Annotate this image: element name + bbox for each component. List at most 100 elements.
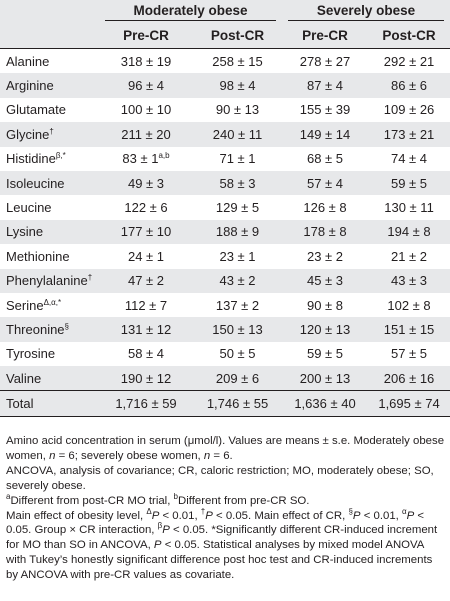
cell-mo-pre-cr: 177 ± 10 [99, 219, 193, 245]
cell-so-pre-cr: 120 ± 13 [282, 317, 369, 342]
amino-acid-name: Glutamate [6, 102, 66, 118]
column-header-row: Pre-CR Post-CR Pre-CR Post-CR [0, 23, 450, 49]
amino-acid-name: SerineΔ,α,* [6, 297, 62, 313]
amino-acid-name: Methionine [6, 248, 70, 264]
cell-mo-pre-cr: 47 ± 2 [99, 268, 193, 293]
group-header-moderately-obese: Moderately obese [99, 0, 283, 23]
cell-so-post-cr: 194 ± 8 [368, 219, 450, 245]
cell-so-post-cr: 102 ± 8 [387, 297, 431, 313]
cell-so-post-cr: 86 ± 6 [368, 73, 450, 98]
cell-mo-pre-cr: 211 ± 20 [99, 122, 193, 147]
cell-mo-pre-cr: 58 ± 4 [127, 346, 165, 362]
cell-mo-pre-cr: 318 ± 19 [120, 53, 172, 69]
cell-so-pre-cr: 178 ± 8 [282, 219, 369, 245]
table-row: SerineΔ,α,* 112 ± 7 137 ± 2 90 ± 8 102 ±… [0, 293, 450, 317]
total-so-pre-cr: 1,636 ± 40 [282, 390, 369, 417]
cell-so-post-cr: 206 ± 16 [368, 366, 450, 391]
blank-header-cell [0, 0, 99, 23]
cell-mo-post-cr: 23 ± 1 [219, 248, 256, 264]
cell-so-post-cr: 109 ± 26 [383, 102, 435, 118]
cell-so-post-cr: 21 ± 2 [390, 248, 428, 264]
amino-acid-name: Valine [0, 366, 99, 391]
cell-mo-pre-cr: 24 ± 1 [127, 248, 165, 264]
footnote-differences: aDifferent from post-CR MO trial, bDiffe… [6, 491, 310, 507]
cell-so-pre-cr: 68 ± 5 [306, 151, 344, 167]
amino-acid-name: Histidineβ,* [6, 151, 66, 167]
cell-mo-post-cr: 240 ± 11 [193, 122, 283, 147]
cell-mo-pre-cr: 112 ± 7 [124, 297, 168, 313]
amino-acid-name: Threonine§ [0, 317, 99, 342]
amino-acid-table: Moderately obese Severely obese Pre-CR P… [0, 0, 450, 417]
column-header-so-post-cr: Post-CR [368, 23, 450, 49]
table-row: Alanine 318 ± 19 258 ± 15 278 ± 27 292 ±… [0, 49, 450, 74]
amino-acid-name: Leucine [6, 200, 52, 216]
cell-mo-post-cr: 98 ± 4 [193, 73, 283, 98]
cell-so-post-cr: 57 ± 5 [390, 346, 428, 362]
cell-mo-pre-cr: 83 ± 1a,b [122, 151, 170, 167]
footnote-statistics: Main effect of obesity level, ΔP < 0.01,… [6, 506, 438, 582]
table-row: Phenylalanine† 47 ± 2 43 ± 2 45 ± 3 43 ±… [0, 268, 450, 293]
cell-mo-post-cr: 90 ± 13 [215, 102, 260, 118]
cell-mo-post-cr: 137 ± 2 [215, 297, 260, 313]
table-row: Valine 190 ± 12 209 ± 6 200 ± 13 206 ± 1… [0, 366, 450, 391]
column-header-mo-pre-cr: Pre-CR [99, 23, 193, 49]
table-row: Lysine 177 ± 10 188 ± 9 178 ± 8 194 ± 8 [0, 219, 450, 245]
cell-mo-pre-cr: 131 ± 12 [99, 317, 193, 342]
cell-so-pre-cr: 45 ± 3 [282, 268, 369, 293]
cell-so-pre-cr: 149 ± 14 [282, 122, 369, 147]
table-row: Arginine 96 ± 4 98 ± 4 87 ± 4 86 ± 6 [0, 73, 450, 98]
cell-so-post-cr: 130 ± 11 [384, 200, 434, 216]
amino-acid-name: Isoleucine [0, 170, 99, 196]
footnote-abbreviations: ANCOVA, analysis of covariance; CR, calo… [6, 464, 434, 492]
cell-so-post-cr: 43 ± 3 [368, 268, 450, 293]
amino-acid-name: Arginine [0, 73, 99, 98]
cell-mo-post-cr: 43 ± 2 [193, 268, 283, 293]
amino-acid-name: Glycine† [0, 122, 99, 147]
cell-mo-post-cr: 258 ± 15 [212, 53, 263, 69]
amino-acid-name: Phenylalanine† [0, 268, 99, 293]
table-row: Methionine 24 ± 1 23 ± 1 23 ± 2 21 ± 2 [0, 244, 450, 268]
cell-mo-post-cr: 58 ± 3 [193, 170, 283, 196]
table-row: Histidineβ,* 83 ± 1a,b 71 ± 1 68 ± 5 74 … [0, 147, 450, 171]
amino-acid-name: Tyrosine [6, 346, 56, 362]
total-so-post-cr: 1,695 ± 74 [368, 390, 450, 417]
table-row: Isoleucine 49 ± 3 58 ± 3 57 ± 4 59 ± 5 [0, 170, 450, 196]
cell-so-pre-cr: 90 ± 8 [306, 297, 344, 313]
amino-acid-name: Lysine [0, 219, 99, 245]
cell-mo-pre-cr: 96 ± 4 [99, 73, 193, 98]
total-mo-pre-cr: 1,716 ± 59 [99, 390, 193, 417]
cell-mo-pre-cr: 100 ± 10 [120, 102, 172, 118]
cell-mo-post-cr: 188 ± 9 [193, 219, 283, 245]
cell-so-pre-cr: 278 ± 27 [299, 53, 351, 69]
cell-so-post-cr: 151 ± 15 [368, 317, 450, 342]
cell-so-pre-cr: 57 ± 4 [282, 170, 369, 196]
table-row: Glycine† 211 ± 20 240 ± 11 149 ± 14 173 … [0, 122, 450, 147]
blank-subheader-cell [0, 23, 99, 49]
amino-acid-name: Alanine [6, 53, 50, 69]
table-row: Threonine§ 131 ± 12 150 ± 13 120 ± 13 15… [0, 317, 450, 342]
column-header-mo-post-cr: Post-CR [193, 23, 283, 49]
cell-mo-post-cr: 150 ± 13 [193, 317, 283, 342]
cell-so-pre-cr: 87 ± 4 [282, 73, 369, 98]
footnote-units: Amino acid concentration in serum (μmol/… [6, 435, 445, 462]
cell-so-pre-cr: 200 ± 13 [282, 366, 369, 391]
cell-so-pre-cr: 59 ± 5 [306, 346, 344, 362]
cell-mo-post-cr: 209 ± 6 [193, 366, 283, 391]
cell-so-post-cr: 59 ± 5 [368, 170, 450, 196]
cell-so-post-cr: 74 ± 4 [390, 151, 428, 167]
cell-mo-pre-cr: 190 ± 12 [99, 366, 193, 391]
table-row: Tyrosine 58 ± 4 50 ± 5 59 ± 5 57 ± 5 [0, 342, 450, 366]
total-label: Total [0, 390, 99, 417]
cell-so-post-cr: 292 ± 21 [383, 53, 435, 69]
cell-so-pre-cr: 23 ± 2 [306, 248, 344, 264]
cell-mo-post-cr: 129 ± 5 [215, 200, 260, 216]
group-header-row: Moderately obese Severely obese [0, 0, 450, 23]
cell-so-post-cr: 173 ± 21 [368, 122, 450, 147]
total-mo-post-cr: 1,746 ± 55 [193, 390, 283, 417]
cell-mo-pre-cr: 122 ± 6 [124, 200, 168, 216]
cell-mo-post-cr: 71 ± 1 [219, 151, 256, 167]
total-row: Total 1,716 ± 59 1,746 ± 55 1,636 ± 40 1… [0, 390, 450, 417]
cell-so-pre-cr: 126 ± 8 [303, 200, 347, 216]
table-row: Glutamate 100 ± 10 90 ± 13 155 ± 39 109 … [0, 98, 450, 122]
